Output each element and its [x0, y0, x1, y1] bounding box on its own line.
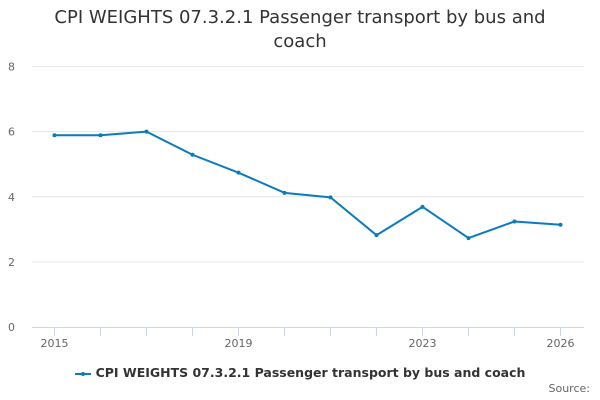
data-point-marker[interactable]	[558, 222, 563, 227]
y-tick-label: 0	[8, 321, 15, 334]
data-point-marker[interactable]	[328, 195, 333, 200]
y-tick-label: 6	[8, 126, 15, 139]
y-tick-label: 8	[8, 61, 15, 74]
x-axis: 2015 2019 2023 2026	[32, 327, 584, 350]
data-point-marker[interactable]	[512, 219, 517, 224]
y-tick-label: 4	[8, 191, 15, 204]
x-tick-label: 2019	[225, 337, 253, 350]
data-point-marker[interactable]	[282, 190, 287, 195]
y-axis-labels: 0 2 4 6 8	[8, 61, 15, 335]
data-point-marker[interactable]	[144, 129, 149, 134]
data-point-marker[interactable]	[466, 236, 471, 241]
chart-title-line-1: CPI WEIGHTS 07.3.2.1 Passenger transport…	[54, 7, 546, 28]
data-point-marker[interactable]	[52, 133, 57, 138]
x-tick-label: 2026	[547, 337, 575, 350]
data-point-marker[interactable]	[98, 133, 103, 138]
source-credit[interactable]: Source:	[548, 382, 591, 395]
legend-line-marker-icon	[74, 369, 91, 379]
legend-item[interactable]: CPI WEIGHTS 07.3.2.1 Passenger transport…	[0, 365, 600, 381]
data-point-marker[interactable]	[420, 204, 425, 209]
chart-title-line-2: coach	[273, 31, 327, 52]
data-point-marker[interactable]	[236, 170, 241, 175]
x-tick-label: 2023	[409, 337, 437, 350]
gridlines	[32, 66, 584, 263]
series-line[interactable]	[52, 129, 563, 241]
data-point-marker[interactable]	[374, 233, 379, 238]
chart-title: CPI WEIGHTS 07.3.2.1 Passenger transport…	[0, 6, 600, 54]
series-path	[54, 130, 561, 240]
legend-label: CPI WEIGHTS 07.3.2.1 Passenger transport…	[95, 365, 526, 380]
y-tick-label: 2	[8, 256, 15, 269]
x-tick-label: 2015	[41, 337, 69, 350]
data-point-marker[interactable]	[190, 152, 195, 157]
